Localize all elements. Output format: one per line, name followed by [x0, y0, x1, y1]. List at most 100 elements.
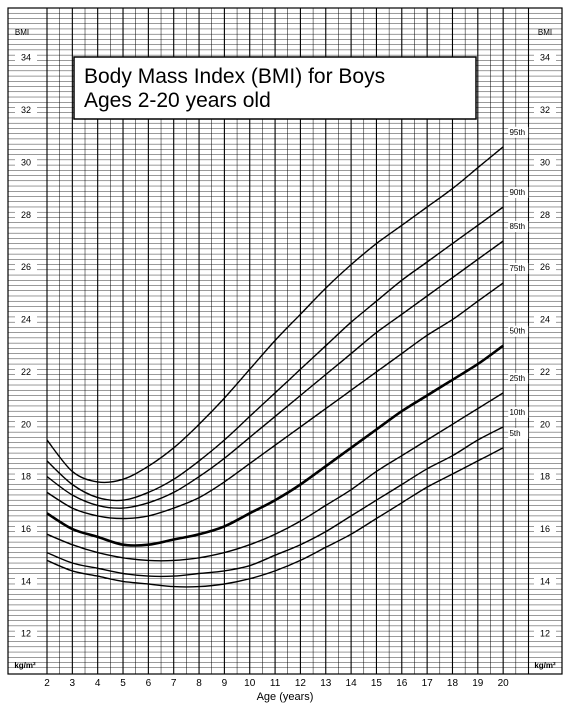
x-tick-label: 7 [171, 678, 177, 689]
y-tick-label-right: 24 [540, 315, 550, 325]
y-tick-label-bg [15, 626, 37, 639]
y-tick-label-bg [15, 312, 37, 325]
title-box-frame [73, 56, 477, 120]
x-tick-label: 17 [422, 678, 434, 689]
y-tick-label-right: 32 [540, 105, 550, 115]
y-tick-label-bg [15, 260, 37, 273]
chart-subtitle: Ages 2-20 years old [84, 89, 271, 112]
y-axis-label-right: BMI [538, 28, 552, 37]
x-tick-label: 3 [70, 678, 76, 689]
percentile-label-bg [508, 427, 529, 439]
y-tick-label-bg [15, 417, 37, 430]
x-tick-label: 5 [120, 678, 126, 689]
percentile-label-10th: 10th [509, 408, 525, 417]
y-axis-label-left: BMI [15, 28, 29, 37]
x-tick-label: 15 [371, 678, 383, 689]
percentile-curve-75th [46, 282, 504, 520]
percentile-curve-95th [46, 146, 504, 484]
x-tick-label: 19 [472, 678, 484, 689]
y-tick-label-left: 30 [21, 157, 31, 167]
y-tick-label-bg [15, 364, 37, 377]
percentile-label-bg [508, 262, 529, 274]
percentile-label-50th: 50th [509, 327, 525, 336]
y-tick-label-bg [534, 574, 556, 587]
percentile-curve-10th [46, 426, 504, 578]
percentile-curve-50th [46, 344, 504, 547]
y-tick-label-bg [15, 522, 37, 535]
y-tick-label-left: 32 [21, 105, 31, 115]
percentile-label-bg [508, 325, 529, 337]
y-tick-label-left: 22 [21, 367, 31, 377]
y-tick-label-bg [534, 260, 556, 273]
y-tick-label-left: 14 [21, 576, 31, 586]
percentile-label-bg [508, 186, 529, 198]
y-tick-label-right: 16 [540, 524, 550, 534]
y-tick-label-bg [534, 155, 556, 168]
y-tick-label-bg [15, 103, 37, 116]
percentile-label-bg [508, 406, 529, 418]
percentile-curve-90th [46, 206, 504, 502]
y-tick-label-left: 18 [21, 472, 31, 482]
y-tick-label-bg [534, 626, 556, 639]
x-tick-label: 2 [44, 678, 50, 689]
y-tick-label-right: 14 [540, 576, 550, 586]
x-tick-label: 12 [295, 678, 307, 689]
y-tick-label-left: 26 [21, 262, 31, 272]
y-tick-label-bg [534, 417, 556, 430]
x-tick-label: 20 [498, 678, 510, 689]
y-tick-label-left: 20 [21, 419, 31, 429]
y-tick-label-bg [15, 469, 37, 482]
y-tick-label-bg [534, 103, 556, 116]
y-tick-label-bg [15, 50, 37, 63]
percentile-curve-85th [46, 240, 504, 509]
y-tick-label-bg [534, 469, 556, 482]
y-tick-label-bg [534, 50, 556, 63]
y-tick-label-right: 26 [540, 262, 550, 272]
y-tick-label-right: 18 [540, 472, 550, 482]
chart-title: Body Mass Index (BMI) for Boys [84, 65, 385, 88]
y-tick-label-bg [15, 574, 37, 587]
y-tick-label-right: 20 [540, 419, 550, 429]
percentile-label-5th: 5th [509, 429, 520, 438]
y-tick-label-left: 28 [21, 210, 31, 220]
y-tick-label-bg [534, 522, 556, 535]
y-tick-label-bg [15, 155, 37, 168]
percentile-label-75th: 75th [509, 264, 525, 273]
y-tick-label-left: 24 [21, 315, 31, 325]
y-tick-label-right: 34 [540, 53, 550, 63]
x-tick-label: 13 [320, 678, 332, 689]
x-tick-label: 14 [346, 678, 358, 689]
percentile-label-95th: 95th [509, 128, 525, 137]
percentile-curves: 95th 90th 85th 75th 50th 25th 10th 5th [46, 126, 529, 588]
x-tick-label: 11 [270, 678, 281, 689]
y-tick-label-bg [534, 207, 556, 220]
y-tick-label-left: 12 [21, 629, 31, 639]
y-tick-label-right: 22 [540, 367, 550, 377]
y-tick-label-bg [15, 207, 37, 220]
x-tick-label: 10 [244, 678, 256, 689]
percentile-label-85th: 85th [509, 222, 525, 231]
y-tick-label-bg [534, 364, 556, 377]
percentile-label-25th: 25th [509, 374, 525, 383]
percentile-label-bg [508, 126, 529, 138]
x-tick-label: 8 [196, 678, 202, 689]
x-axis-label: Age (years) [257, 691, 314, 703]
percentile-curve-5th [46, 447, 504, 588]
percentile-label-bg [508, 221, 529, 233]
y-tick-label-left: 16 [21, 524, 31, 534]
y-tick-label-right: 12 [540, 629, 550, 639]
percentile-label-bg [508, 372, 529, 384]
y-tick-label-right: 28 [540, 210, 550, 220]
y-tick-label-right: 30 [540, 157, 550, 167]
percentile-curve-25th [46, 392, 504, 562]
x-tick-label: 4 [95, 678, 101, 689]
percentile-label-90th: 90th [509, 188, 525, 197]
y-axis-unit-left: kg/m² [14, 661, 36, 670]
y-tick-label-left: 34 [21, 53, 31, 63]
x-tick-label: 6 [146, 678, 152, 689]
title-box: Body Mass Index (BMI) for Boys Ages 2-20… [73, 56, 477, 120]
x-tick-label: 16 [396, 678, 408, 689]
